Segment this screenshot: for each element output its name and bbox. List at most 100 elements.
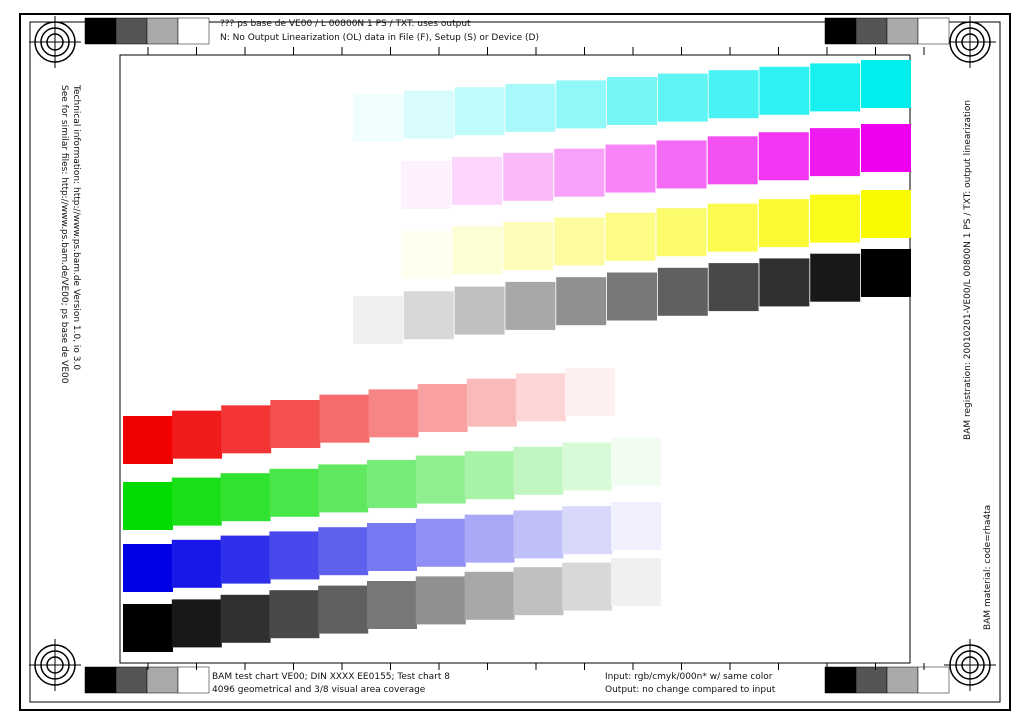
color-patch: [707, 136, 758, 185]
gray-step: [855, 666, 888, 694]
color-patch: [452, 156, 503, 205]
color-patch: [220, 535, 271, 584]
color-patch: [270, 400, 321, 448]
color-patch: [562, 562, 613, 611]
color-patch: [513, 446, 564, 495]
color-patch: [452, 226, 503, 275]
color-patch: [503, 152, 554, 201]
color-patch: [220, 473, 271, 522]
gray-step: [84, 666, 117, 694]
color-patch: [464, 451, 515, 500]
color-patch: [417, 384, 468, 432]
color-patch: [505, 281, 556, 330]
gray-step: [115, 666, 148, 694]
color-patch: [318, 464, 369, 513]
inner-frame: [29, 21, 1001, 703]
color-patch: [657, 73, 708, 122]
color-patch: [656, 208, 707, 257]
color-patch: [318, 585, 369, 634]
color-patch: [513, 567, 564, 616]
color-patch: [513, 510, 564, 559]
color-patch: [220, 594, 271, 643]
decorations: [29, 16, 996, 694]
color-patch: [611, 558, 661, 606]
color-patch: [861, 124, 911, 172]
color-patch: [172, 410, 223, 459]
color-patch: [171, 477, 222, 526]
color-patch: [415, 576, 466, 625]
color-patch: [367, 523, 417, 571]
gray-step: [146, 17, 179, 45]
color-patch: [611, 438, 661, 486]
color-patch: [708, 70, 759, 119]
color-patch: [123, 604, 173, 652]
gray-step: [824, 17, 857, 45]
color-patch: [171, 599, 222, 648]
color-patch: [861, 60, 911, 108]
color-patch: [415, 518, 466, 567]
color-patch: [123, 482, 173, 530]
gray-step: [886, 666, 919, 694]
color-patch: [707, 203, 758, 252]
side-text: See for similar files: http://www.ps.bam…: [59, 85, 69, 384]
color-patch: [269, 531, 320, 580]
color-patch: [809, 128, 860, 177]
color-patch: [605, 212, 656, 261]
color-patch: [171, 539, 222, 588]
color-patch: [269, 590, 320, 639]
color-patch: [758, 132, 809, 181]
color-patch: [565, 368, 615, 416]
color-patch: [556, 80, 607, 129]
color-patch: [554, 148, 605, 197]
color-patch: [401, 161, 451, 209]
footer-text: Input: rgb/cmyk/000n* w/ same color: [605, 672, 773, 682]
gray-step: [84, 17, 117, 45]
color-patch: [810, 63, 861, 112]
color-patch: [415, 455, 466, 504]
footer-text: Output: no change compared to input: [605, 685, 776, 695]
color-patch: [515, 373, 566, 422]
gray-step: [115, 17, 148, 45]
chart-area: [119, 54, 911, 664]
color-patch: [503, 221, 554, 270]
color-patch: [466, 378, 517, 427]
header-text: N: No Output Linearization (OL) data in …: [220, 33, 539, 43]
color-patch: [605, 144, 656, 193]
color-patch: [556, 277, 607, 326]
color-patch: [454, 286, 505, 335]
color-patch: [759, 66, 810, 115]
side-text: Technical information: http://www.ps.bam…: [71, 84, 81, 370]
gray-step: [917, 666, 950, 694]
color-patch: [368, 389, 419, 438]
gray-step: [177, 666, 210, 694]
color-patch: [353, 94, 403, 142]
color-patch: [758, 199, 809, 248]
outer-frame: [19, 13, 1011, 711]
color-patch: [367, 581, 417, 629]
color-patch: [861, 249, 911, 297]
color-patch: [562, 506, 613, 555]
gray-step: [824, 666, 857, 694]
color-patch: [562, 442, 613, 491]
color-patch: [656, 140, 707, 189]
side-text: BAM material: code=rha4ta: [983, 505, 993, 630]
color-patch: [269, 468, 320, 517]
color-patch: [708, 263, 759, 312]
gray-step: [917, 17, 950, 45]
color-patch: [221, 405, 272, 454]
color-patch: [607, 77, 657, 125]
color-patch: [367, 460, 417, 508]
header-text: ??? ps base de VE00 / L 00800N 1 PS / TX…: [220, 19, 471, 29]
color-patch: [353, 296, 403, 344]
gray-step: [855, 17, 888, 45]
color-patch: [611, 502, 661, 550]
color-patch: [403, 291, 454, 340]
color-patch: [554, 217, 605, 266]
color-patch: [318, 527, 369, 576]
color-patch: [123, 416, 173, 464]
color-patch: [809, 194, 860, 243]
gray-step: [146, 666, 179, 694]
color-patch: [861, 190, 911, 238]
color-patch: [759, 258, 810, 307]
